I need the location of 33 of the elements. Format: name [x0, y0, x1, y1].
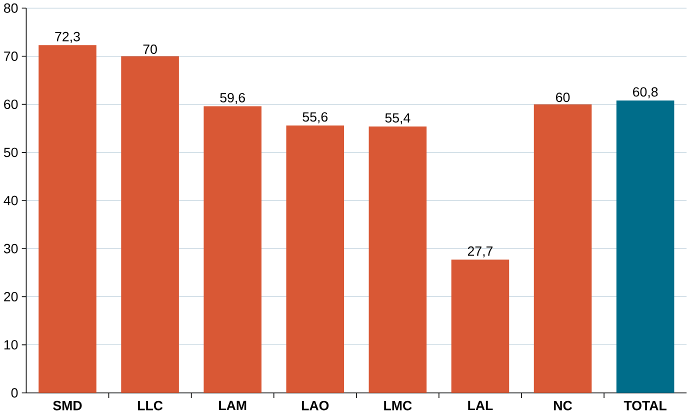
data-label: 27,7 — [468, 246, 493, 258]
data-label: 60,8 — [633, 87, 658, 98]
y-tick-label: 0 — [11, 388, 18, 398]
x-tick-label: TOTAL — [624, 401, 666, 410]
x-tick-label: LAL — [468, 401, 493, 410]
bar — [534, 104, 592, 394]
data-label: 55,4 — [385, 113, 410, 124]
x-tick-label: LLC — [138, 401, 163, 410]
x-tick-label: LAM — [219, 401, 246, 410]
bar — [368, 126, 427, 394]
y-tick-label: 10 — [4, 340, 18, 350]
y-tick-label: 30 — [4, 244, 18, 254]
bar — [38, 45, 96, 394]
x-tick-label: SMD — [53, 401, 82, 410]
y-tick-label: 20 — [4, 292, 18, 302]
data-label: 60 — [556, 92, 570, 102]
bar — [451, 260, 510, 394]
x-tick-label: LMC — [384, 401, 412, 410]
x-tick-label: LAO — [302, 401, 329, 410]
data-label: 70 — [143, 44, 157, 54]
bar — [121, 56, 179, 394]
y-tick-label: 60 — [4, 100, 18, 110]
data-label: 59,6 — [220, 93, 245, 104]
data-label: 72,3 — [55, 32, 80, 44]
y-tick-label: 50 — [4, 148, 18, 158]
bar — [286, 126, 344, 394]
y-tick-label: 70 — [4, 52, 18, 62]
x-tick-label: NC — [554, 401, 572, 410]
y-tick-label: 40 — [4, 196, 18, 206]
bar — [616, 100, 674, 394]
data-label: 55,6 — [302, 112, 328, 124]
bar — [204, 106, 262, 394]
y-tick-label: 80 — [4, 4, 18, 13]
